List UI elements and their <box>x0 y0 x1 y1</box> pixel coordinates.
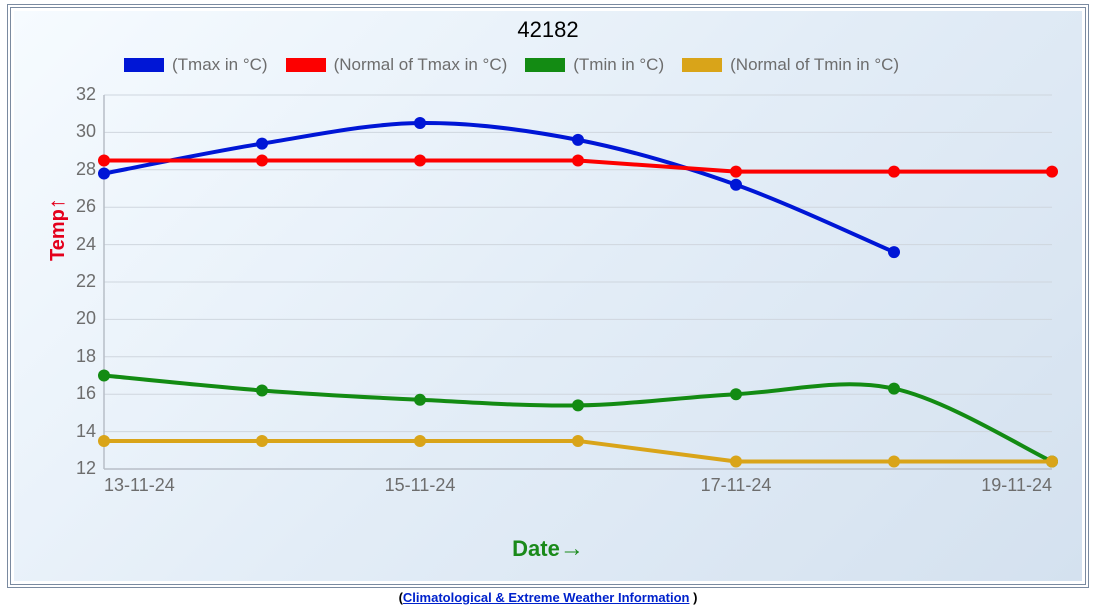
chart-title: 42182 <box>14 17 1082 43</box>
plot-area: 13-11-2415-11-2417-11-2419-11-24 1214161… <box>98 89 1058 499</box>
x-tick-label: 17-11-24 <box>701 475 772 495</box>
x-axis-title: Date→ <box>14 535 1082 563</box>
legend: (Tmax in °C) (Normal of Tmax in °C) (Tmin … <box>124 55 899 75</box>
series-marker-tmax_normal <box>572 154 584 166</box>
y-tick-label: 26 <box>68 196 96 217</box>
legend-swatch <box>525 58 565 72</box>
x-tick-label: 15-11-24 <box>385 475 456 495</box>
series-marker-tmin_normal <box>730 456 742 468</box>
chart-svg: 13-11-24 15-11-24 17-11-24 19-11-24 <box>98 89 1058 499</box>
series-marker-tmax <box>256 138 268 150</box>
series-marker-tmax <box>888 246 900 258</box>
legend-item-tmax: (Tmax in °C) <box>124 55 268 75</box>
y-tick-label: 20 <box>68 308 96 329</box>
series-marker-tmin <box>572 399 584 411</box>
series-marker-tmin_normal <box>888 456 900 468</box>
y-tick-label: 12 <box>68 458 96 479</box>
footer: (Climatological & Extreme Weather Inform… <box>7 590 1089 605</box>
series-line-tmin <box>104 376 1052 462</box>
series-line-tmax <box>104 123 894 252</box>
y-axis-title: Temp↑ <box>44 198 70 261</box>
series-marker-tmax_normal <box>1046 166 1058 178</box>
series-marker-tmax_normal <box>256 154 268 166</box>
series-marker-tmax_normal <box>98 154 110 166</box>
legend-swatch <box>286 58 326 72</box>
series-marker-tmin <box>414 394 426 406</box>
gridlines <box>104 95 1052 469</box>
series-marker-tmin_normal <box>256 435 268 447</box>
y-tick-label: 32 <box>68 84 96 105</box>
series-marker-tmax <box>730 179 742 191</box>
legend-label: (Normal of Tmax in °C) <box>334 55 508 75</box>
legend-swatch <box>124 58 164 72</box>
legend-item-tmin: (Tmin in °C) <box>525 55 664 75</box>
y-tick-label: 28 <box>68 159 96 180</box>
arrow-right-icon: → <box>560 535 584 562</box>
chart-panel: 42182 (Tmax in °C) (Normal of Tmax in °C)… <box>14 11 1082 581</box>
series-marker-tmin_normal <box>1046 456 1058 468</box>
x-axis-title-text: Date <box>512 536 560 561</box>
y-tick-label: 24 <box>68 234 96 255</box>
legend-swatch <box>682 58 722 72</box>
legend-label: (Normal of Tmin in °C) <box>730 55 899 75</box>
series-marker-tmax <box>98 168 110 180</box>
arrow-up-icon: ↑ <box>44 198 69 209</box>
legend-item-tmin_normal: (Normal of Tmin in °C) <box>682 55 899 75</box>
y-axis-title-text: Temp <box>47 209 69 261</box>
series-marker-tmax <box>572 134 584 146</box>
footer-link[interactable]: Climatological & Extreme Weather Informa… <box>403 590 690 605</box>
y-tick-label: 22 <box>68 271 96 292</box>
x-tick-label: 19-11-24 <box>981 475 1052 495</box>
series-marker-tmin <box>888 383 900 395</box>
legend-label: (Tmax in °C) <box>172 55 268 75</box>
series-marker-tmax_normal <box>888 166 900 178</box>
legend-label: (Tmin in °C) <box>573 55 664 75</box>
series-marker-tmin <box>730 388 742 400</box>
series-marker-tmax_normal <box>730 166 742 178</box>
y-tick-label: 14 <box>68 421 96 442</box>
series-marker-tmax <box>414 117 426 129</box>
series-marker-tmin_normal <box>414 435 426 447</box>
x-tick-label: 13-11-24 <box>104 475 175 495</box>
y-tick-label: 16 <box>68 383 96 404</box>
series-marker-tmax_normal <box>414 154 426 166</box>
series-marker-tmin <box>98 370 110 382</box>
y-tick-label: 30 <box>68 121 96 142</box>
chart-frame: 42182 (Tmax in °C) (Normal of Tmax in °C)… <box>7 4 1089 588</box>
legend-item-tmax_normal: (Normal of Tmax in °C) <box>286 55 508 75</box>
series-marker-tmin <box>256 384 268 396</box>
footer-suffix: ) <box>689 590 697 605</box>
series-marker-tmin_normal <box>572 435 584 447</box>
series-marker-tmin_normal <box>98 435 110 447</box>
y-tick-label: 18 <box>68 346 96 367</box>
